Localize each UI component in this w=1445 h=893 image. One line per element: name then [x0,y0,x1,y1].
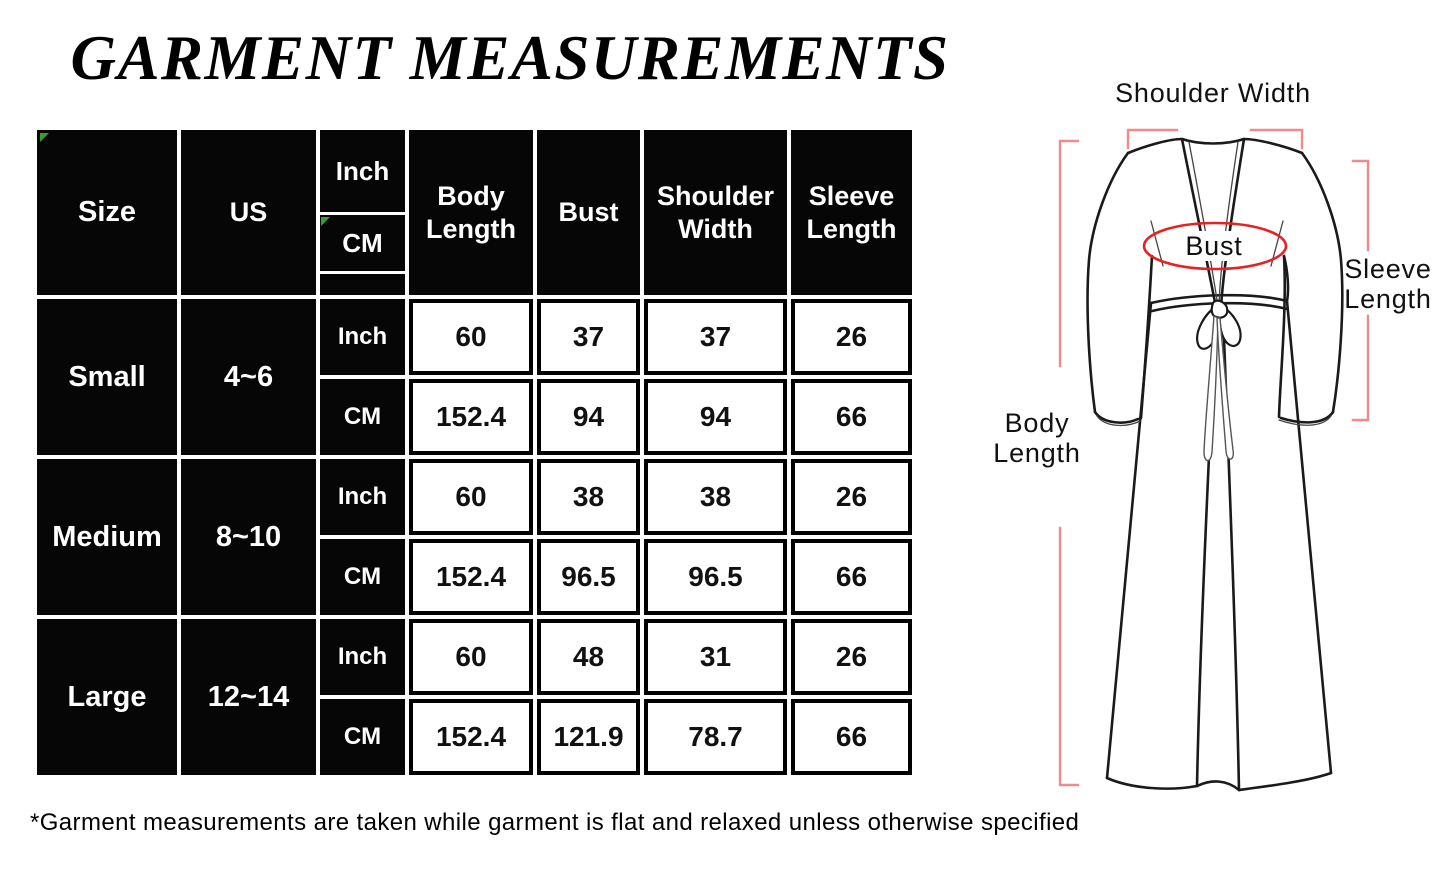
shoulder-width-bracket-right [1249,128,1304,150]
sleeve-length-label: Sleeve Length [1344,254,1432,315]
value-cell: 60 [409,299,533,375]
unit-header-cm: CM [320,215,405,271]
header-row: Size US Inch CM Body Length [37,130,912,295]
value-cell: 94 [537,379,640,455]
table-row-medium-cm: CM 152.4 96.5 96.5 66 [37,539,912,615]
unit-divider [320,212,405,215]
us-size-cell: 8~10 [181,459,316,615]
shoulder-width-bracket-left [1126,128,1179,150]
garment-line-drawing [1058,128,1370,792]
measurement-brackets [1058,128,1370,787]
value-cell: 26 [791,619,912,695]
col-header-bust: Bust [537,130,640,295]
col-header-sleeve-length: Sleeve Length [791,130,912,295]
garment-outline [1086,137,1344,792]
value-cell: 38 [644,459,787,535]
unit-label-inch: Inch [320,619,405,695]
unit-header-cm-label: CM [342,227,383,258]
value-cell: 66 [791,379,912,455]
unit-label-inch: Inch [320,299,405,375]
garment-detail-lines [1096,141,1332,427]
value-cell: 66 [791,539,912,615]
table-row-large-cm: CM 152.4 121.9 78.7 66 [37,699,912,775]
col-header-body-length: Body Length [409,130,533,295]
unit-label-inch: Inch [320,459,405,535]
body-length-bracket-bottom [1058,526,1080,787]
value-cell: 37 [644,299,787,375]
value-cell: 37 [537,299,640,375]
value-cell: 48 [537,619,640,695]
shoulder-width-label: Shoulder Width [1115,78,1311,108]
page-title: GARMENT MEASUREMENTS [70,23,950,93]
size-chart-table: Size US Inch CM Body Length [33,126,916,779]
value-cell: 96.5 [537,539,640,615]
value-cell: 38 [537,459,640,535]
col-header-size-label: Size [77,196,137,229]
value-cell: 31 [644,619,787,695]
unit-label-cm: CM [320,699,405,775]
bust-label: Bust [1184,231,1244,262]
table-row-large-inch: Large 12~14 Inch 60 48 31 26 [37,619,912,775]
value-cell: 121.9 [537,699,640,775]
size-cell: Small [37,299,177,455]
col-header-size: Size [37,130,177,295]
green-corner-marker [40,133,49,142]
sleeve-length-bracket-bottom [1351,314,1370,422]
value-cell: 152.4 [409,539,533,615]
table-row-small-cm: CM 152.4 94 94 66 [37,379,912,455]
unit-header-spacer [320,274,405,295]
value-cell: 78.7 [644,699,787,775]
sleeve-length-bracket-top [1351,159,1370,252]
col-header-unit: Inch CM [320,130,405,295]
us-size-cell: 4~6 [181,299,316,455]
unit-header-inch: Inch [335,155,390,186]
table-row-small-inch: Small 4~6 Inch 60 37 37 26 [37,299,912,455]
measurement-footnote: *Garment measurements are taken while ga… [30,809,1080,836]
bow-tails [1203,315,1235,462]
value-cell: 26 [791,299,912,375]
bust-measure-ellipse [1142,221,1288,271]
value-cell: 94 [644,379,787,455]
col-header-us: US [181,130,316,295]
value-cell: 60 [409,619,533,695]
unit-header-stack: Inch CM [320,130,405,295]
size-cell: Large [37,619,177,775]
size-cell: Medium [37,459,177,615]
value-cell: 152.4 [409,699,533,775]
value-cell: 152.4 [409,379,533,455]
value-cell: 26 [791,459,912,535]
value-cell: 96.5 [644,539,787,615]
body-length-label: Body Length [993,408,1081,469]
table-row-medium-inch: Medium 8~10 Inch 60 38 38 26 [37,459,912,615]
body-length-bracket-top [1058,139,1080,368]
unit-label-cm: CM [320,539,405,615]
unit-label-cm: CM [320,379,405,455]
green-corner-marker [321,217,330,226]
garment-diagram: Shoulder Width Bust Sleeve Length Body L… [970,60,1445,820]
value-cell: 60 [409,459,533,535]
us-size-cell: 12~14 [181,619,316,775]
col-header-shoulder-width: Shoulder Width [644,130,787,295]
value-cell: 66 [791,699,912,775]
unit-divider [320,271,405,274]
